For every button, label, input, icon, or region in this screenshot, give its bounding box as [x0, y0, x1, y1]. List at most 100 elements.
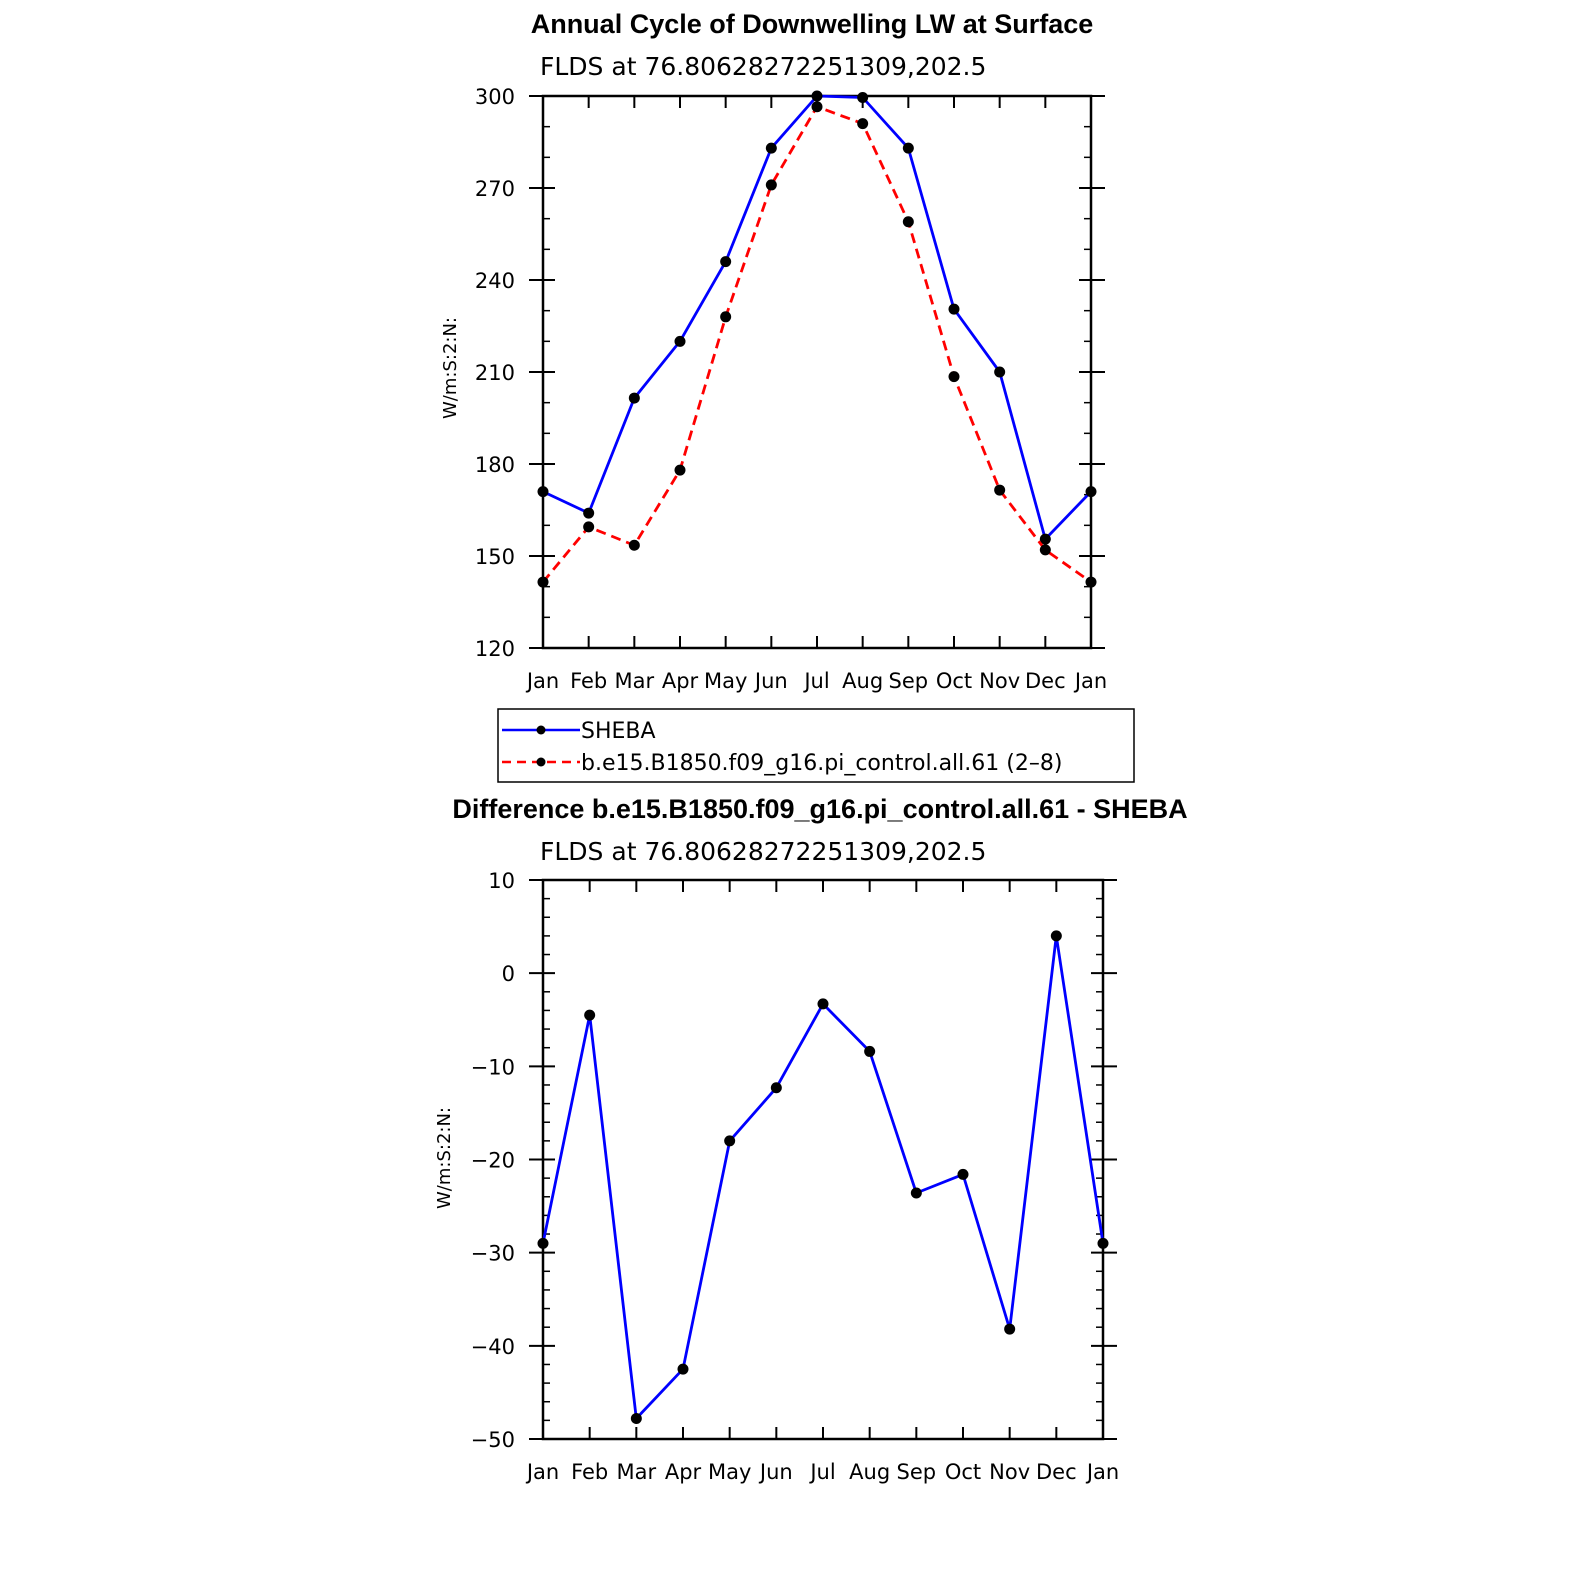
data-point [770, 1082, 782, 1094]
data-point [1039, 544, 1051, 556]
x-tick-label: Jan [525, 669, 559, 693]
data-point [957, 1168, 969, 1180]
legend-label-model: b.e15.B1850.f09_g16.pi_control.all.61 (2… [581, 751, 1062, 776]
data-point [1085, 486, 1097, 498]
data-point [677, 1363, 689, 1375]
y-tick-label: 10 [488, 869, 515, 893]
data-point [537, 1237, 549, 1249]
plot-area: Jan Feb Mar Apr May Jun Jul Aug Sep Oct Nov Dec Jan−… [471, 869, 1120, 1484]
data-point [857, 118, 869, 130]
x-tick-label: Jan [525, 1460, 559, 1484]
data-point [948, 371, 960, 383]
data-point [857, 92, 869, 104]
x-tick-label: Jan [1073, 669, 1107, 693]
plot-frame [541, 94, 1093, 650]
chart-title: Annual Cycle of Downwelling LW at Surfac… [531, 9, 1094, 39]
y-tick-label: 180 [475, 453, 515, 477]
data-point [948, 303, 960, 315]
y-tick-label: 240 [475, 269, 515, 293]
chart-subtitle: FLDS at 76.80628272251309,202.5 [540, 52, 986, 81]
x-tick-label: Sep [897, 1460, 937, 1484]
y-tick-label: 120 [475, 637, 515, 661]
data-point [864, 1045, 876, 1057]
x-tick-label: Mar [615, 669, 655, 693]
x-tick-label: Feb [570, 669, 607, 693]
x-tick-label: Aug [849, 1460, 890, 1484]
data-point [628, 392, 640, 404]
data-point [902, 142, 914, 154]
data-point [1039, 533, 1051, 545]
series-line-1 [541, 105, 1092, 584]
x-tick-label: Jun [758, 1460, 793, 1484]
y-tick-label: −10 [471, 1055, 515, 1079]
x-tick-label: Apr [662, 669, 699, 693]
plot-area: Jan Feb Mar Apr May Jun Jul Aug Sep Oct Nov Dec Jan 1… [475, 85, 1107, 693]
data-point [765, 179, 777, 191]
x-tick-label: Oct [945, 1460, 981, 1484]
y-tick-label: 300 [475, 85, 515, 109]
x-tick-label: Oct [936, 669, 972, 693]
x-tick-label: Sep [889, 669, 929, 693]
x-tick-label: Jun [753, 669, 788, 693]
data-point [537, 576, 549, 588]
legend-marker-sheba [536, 725, 546, 735]
data-point [720, 256, 732, 268]
x-tick-label: Apr [665, 1460, 702, 1484]
x-tick-label: Dec [1036, 1460, 1077, 1484]
difference-chart: Difference b.e15.B1850.f09_g16.pi_contro… [434, 794, 1188, 1484]
chart-title: Difference b.e15.B1850.f09_g16.pi_contro… [452, 794, 1187, 824]
data-point [724, 1135, 736, 1147]
x-tick-label: Jul [802, 669, 829, 693]
y-axis-label: W/m:S:2:N: [440, 317, 461, 419]
data-point [720, 311, 732, 323]
series-line-0 [542, 94, 1093, 541]
y-tick-label: 210 [475, 361, 515, 385]
legend-marker-model [536, 757, 546, 767]
x-tick-label: May [704, 669, 747, 693]
data-point [765, 142, 777, 154]
y-tick-label: −20 [471, 1149, 515, 1173]
y-tick-label: −50 [471, 1428, 515, 1452]
data-point [537, 486, 549, 498]
data-point [994, 484, 1006, 496]
legend: SHEBA b.e15.B1850.f09_g16.pi_control.all… [497, 708, 1135, 783]
x-tick-label: Nov [989, 1460, 1030, 1484]
x-tick-label: Aug [842, 669, 883, 693]
data-point [902, 216, 914, 228]
y-axis-label: W/m:S:2:N: [434, 1107, 455, 1209]
y-tick-label: 150 [475, 545, 515, 569]
y-tick-label: −40 [471, 1335, 515, 1359]
legend-box [497, 708, 1135, 783]
data-point [811, 101, 823, 113]
x-tick-label: Jul [808, 1460, 835, 1484]
data-point [628, 539, 640, 551]
data-point [910, 1187, 922, 1199]
data-point [583, 507, 595, 519]
x-tick-label: Nov [979, 669, 1020, 693]
annual-cycle-chart: Annual Cycle of Downwelling LW at Surfac… [440, 9, 1107, 693]
legend-label-sheba: SHEBA [581, 719, 656, 744]
data-point [674, 464, 686, 476]
data-point [811, 90, 823, 102]
y-tick-label: 270 [475, 177, 515, 201]
x-tick-label: May [708, 1460, 751, 1484]
data-point [584, 1009, 596, 1021]
data-point [674, 335, 686, 347]
data-point [994, 366, 1006, 378]
x-tick-label: Jan [1085, 1460, 1119, 1484]
plot-frame [541, 878, 1105, 1441]
y-tick-label: −30 [471, 1242, 515, 1266]
x-tick-label: Mar [617, 1460, 657, 1484]
data-point [1097, 1237, 1109, 1249]
y-tick-label: 0 [502, 962, 515, 986]
data-point [817, 998, 829, 1010]
x-tick-label: Feb [571, 1460, 608, 1484]
data-point [1050, 930, 1062, 942]
data-point [630, 1413, 642, 1425]
data-point [1085, 576, 1097, 588]
data-point [583, 521, 595, 533]
data-point [1004, 1323, 1016, 1335]
chart-subtitle: FLDS at 76.80628272251309,202.5 [540, 837, 986, 866]
x-tick-label: Dec [1025, 669, 1066, 693]
